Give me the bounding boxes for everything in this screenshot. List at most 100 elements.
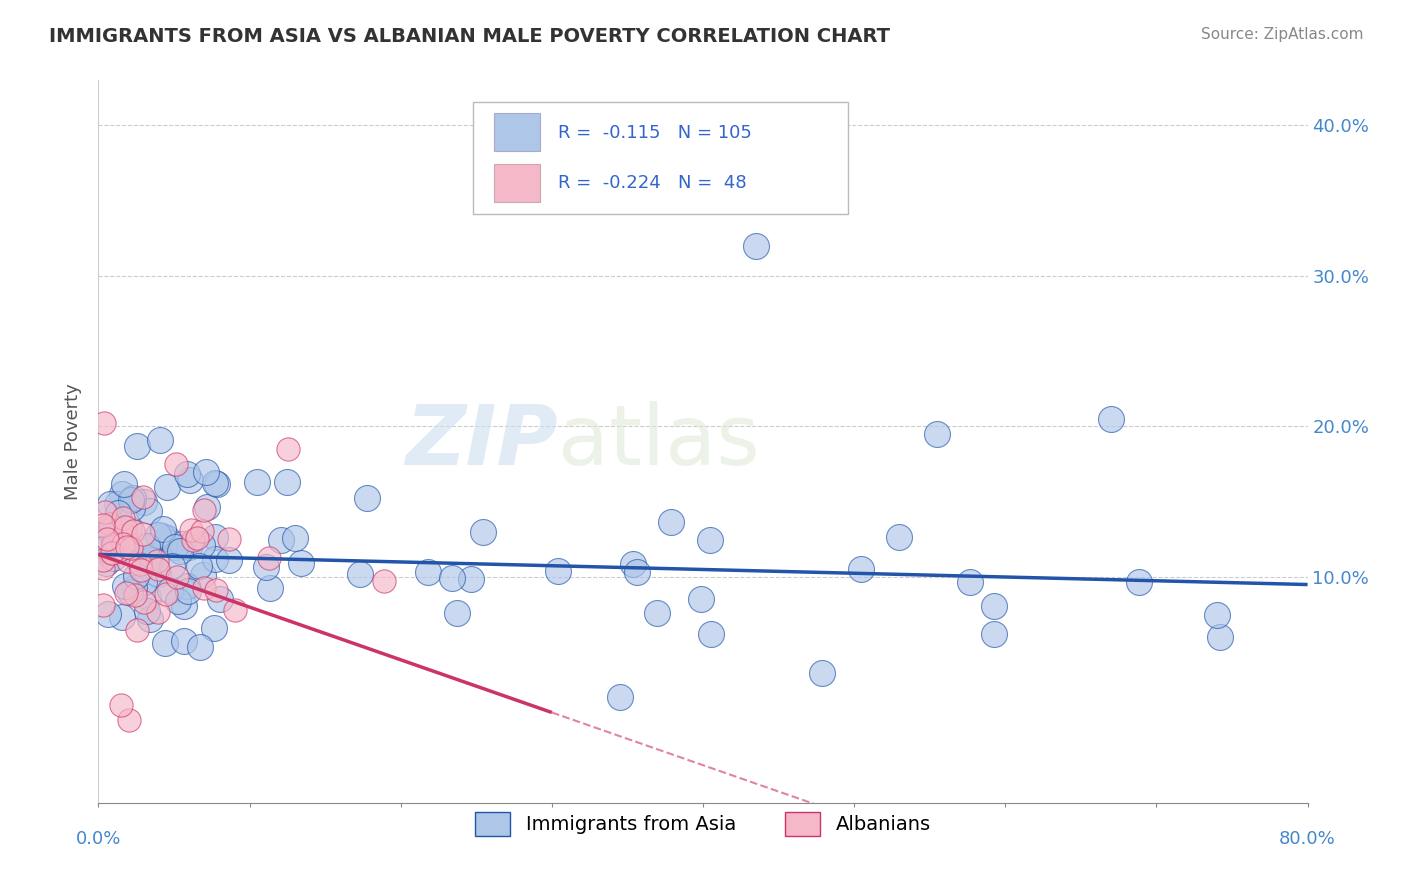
Point [96,557,118,571]
Point [138,612,160,626]
Point [218,553,240,567]
Text: 0.0%: 0.0% [76,830,121,848]
Point [111,487,134,501]
Point [90,542,112,557]
Point [98,517,121,532]
Point [111,537,134,551]
Point [148,562,170,576]
Point [191,524,214,539]
Point [149,434,172,448]
Point [276,475,298,489]
Point [204,552,226,566]
Point [246,475,269,489]
Point [191,568,214,582]
Point [165,457,187,471]
Point [277,442,299,456]
Point [93,416,115,430]
Point [983,627,1005,641]
Point [356,491,378,505]
Point [114,520,136,534]
Point [623,557,645,571]
Point [446,606,468,620]
Point [547,564,569,578]
Text: R =  -0.115   N = 105: R = -0.115 N = 105 [558,124,752,142]
Point [224,603,246,617]
Point [193,581,215,595]
Point [1209,630,1232,644]
Point [124,587,146,601]
Point [150,529,173,543]
Bar [494,164,540,202]
Point [983,599,1005,614]
Point [101,537,124,551]
Point [959,574,981,589]
Point [136,591,159,605]
Point [257,551,280,566]
Point [349,566,371,581]
Point [290,556,312,570]
Point [177,584,200,599]
Point [373,574,395,589]
Point [91,598,114,612]
Point [204,475,226,490]
Point [128,554,150,568]
Point [208,591,231,606]
Point [183,533,205,547]
Point [125,569,148,583]
Point [195,465,218,479]
Point [284,531,307,545]
Point [193,503,215,517]
Point [460,573,482,587]
Point [100,546,122,560]
Point [152,522,174,536]
Point [118,713,141,727]
Point [139,553,162,567]
Point [254,559,277,574]
Point [1128,574,1150,589]
Point [1099,412,1122,426]
Point [169,544,191,558]
Point [810,665,832,680]
Legend: Immigrants from Asia, Albanians: Immigrants from Asia, Albanians [468,805,938,844]
Point [96,521,118,535]
Point [146,554,169,568]
Point [159,582,181,597]
Bar [494,113,540,151]
Point [125,439,148,453]
Text: Source: ZipAtlas.com: Source: ZipAtlas.com [1201,27,1364,42]
Point [108,543,131,558]
FancyBboxPatch shape [474,102,848,214]
Point [107,507,129,521]
Point [165,540,187,554]
Point [176,579,198,593]
Point [121,524,143,538]
Point [471,524,494,539]
Point [122,581,145,595]
Point [699,533,721,548]
Point [105,497,128,511]
Point [118,585,141,599]
Point [132,594,155,608]
Point [176,467,198,481]
Point [103,550,125,565]
Point [112,510,135,524]
Point [166,570,188,584]
Point [205,477,228,491]
Point [93,517,115,532]
Point [887,530,910,544]
Point [690,591,713,606]
Point [114,528,136,542]
Point [626,566,648,580]
Point [96,533,118,547]
Text: ZIP: ZIP [405,401,558,482]
Point [129,557,152,571]
Point [115,541,138,555]
Point [134,575,156,590]
Point [153,636,176,650]
Point [156,480,179,494]
Point [127,623,149,637]
Point [136,539,159,553]
Point [91,553,114,567]
Point [104,540,127,554]
Point [155,587,177,601]
